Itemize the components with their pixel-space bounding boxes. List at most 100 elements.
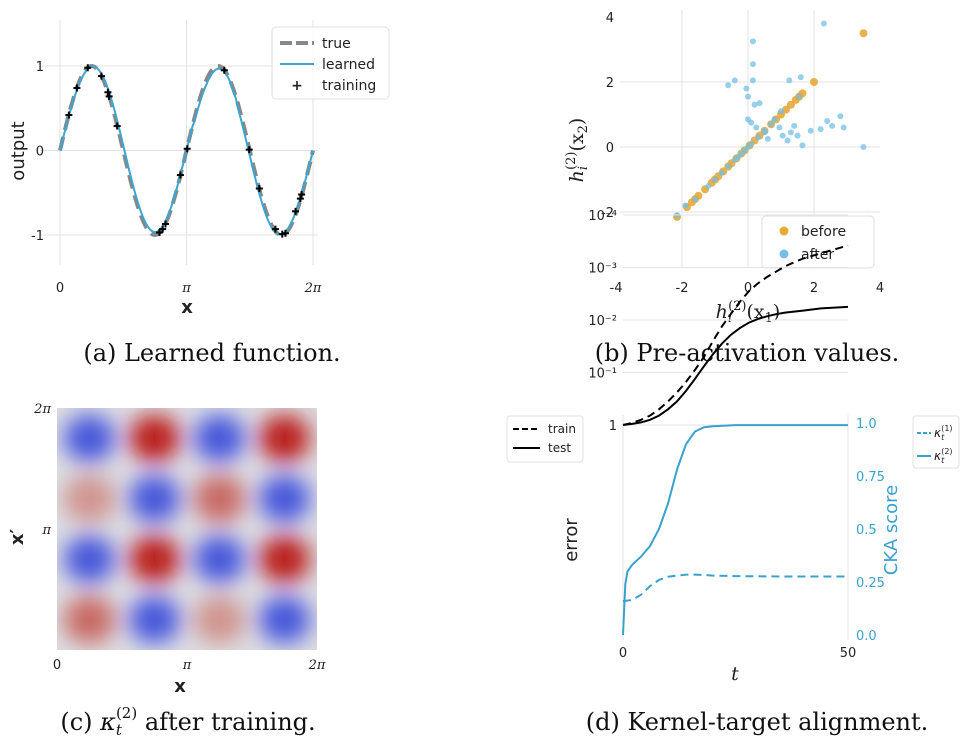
heatmap-peak bbox=[274, 550, 295, 569]
series-test-line bbox=[622, 305, 849, 426]
training-point bbox=[296, 195, 304, 203]
training-point bbox=[245, 146, 253, 154]
after-point bbox=[768, 121, 775, 128]
heatmap-trough bbox=[77, 427, 102, 450]
training-point bbox=[161, 220, 169, 228]
after-point bbox=[786, 77, 793, 84]
heatmap-trough bbox=[77, 548, 102, 571]
y-tick-label: 0 bbox=[606, 141, 614, 156]
training-point bbox=[176, 171, 184, 179]
training-point bbox=[281, 229, 289, 237]
panel-b-x-ticks: -4 -2 0 2 4 bbox=[610, 281, 885, 296]
panel-d-right-ticks: 1.0 0.75 0.5 0.25 0.0 bbox=[856, 417, 885, 644]
legend-train-label: train bbox=[548, 422, 576, 436]
before-point bbox=[786, 100, 795, 109]
x-tick-label: 0 bbox=[619, 646, 627, 661]
heatmap-trough bbox=[272, 608, 297, 631]
x-tick-label: π bbox=[182, 658, 192, 673]
panel-d-xlabel: t bbox=[731, 663, 739, 685]
heatmap-peak bbox=[274, 429, 295, 448]
training-point bbox=[65, 111, 73, 119]
after-point bbox=[829, 122, 836, 129]
y-right-tick-label: 1.0 bbox=[856, 417, 877, 432]
training-point bbox=[271, 225, 279, 233]
heatmap-trough bbox=[207, 427, 232, 450]
series-kappa2-line bbox=[622, 424, 848, 636]
after-point bbox=[837, 113, 844, 120]
training-point bbox=[292, 207, 300, 215]
after-point bbox=[778, 108, 784, 115]
legend-true-label: true bbox=[322, 36, 351, 52]
heatmap-trough bbox=[142, 608, 167, 631]
after-point bbox=[840, 124, 847, 131]
caption-a: (a) Learned function. bbox=[83, 339, 340, 367]
y-left-tick-label: 10⁻³ bbox=[588, 262, 617, 277]
y-tick-label: -1 bbox=[31, 229, 44, 244]
y-left-tick-label: 10⁻⁴ bbox=[588, 209, 617, 224]
panel-c-kernel-heatmap: 0 π 2π 2π π x x′ (c) κt(2) after training. bbox=[7, 402, 326, 739]
after-point bbox=[725, 82, 732, 89]
series-train-line bbox=[622, 244, 849, 426]
panel-a-y-ticks: 1 0 -1 bbox=[31, 60, 44, 244]
after-point bbox=[796, 93, 803, 100]
training-point bbox=[104, 88, 112, 96]
after-point bbox=[820, 20, 827, 27]
x-tick-label: 2π bbox=[304, 281, 322, 296]
x-tick-label: 2 bbox=[810, 281, 818, 296]
training-point bbox=[97, 72, 105, 80]
series-after-points bbox=[674, 20, 867, 219]
training-point bbox=[105, 92, 113, 100]
legend-training-swatch: + bbox=[291, 78, 303, 94]
y-left-tick-label: 10⁻¹ bbox=[588, 367, 617, 382]
y-tick-label: 4 bbox=[606, 11, 614, 26]
y-right-tick-label: 0.25 bbox=[856, 576, 885, 591]
y-right-tick-label: 0.75 bbox=[856, 470, 885, 485]
training-point bbox=[84, 64, 92, 72]
panel-d-ylabel-left: error bbox=[561, 518, 582, 562]
y-tick-label: 2π bbox=[33, 402, 51, 417]
training-point bbox=[220, 66, 228, 74]
after-point bbox=[771, 116, 778, 123]
y-tick-label: π bbox=[41, 523, 51, 538]
training-point bbox=[73, 84, 81, 92]
after-point bbox=[718, 170, 725, 176]
panel-c-y-ticks: 2π π bbox=[33, 402, 51, 538]
after-point bbox=[799, 142, 806, 149]
before-point bbox=[810, 78, 818, 86]
panel-a-xlabel: x bbox=[181, 297, 193, 318]
after-point bbox=[779, 132, 786, 139]
heatmap-cell bbox=[193, 474, 246, 523]
after-point bbox=[764, 135, 771, 142]
caption-c: (c) κt(2) after training. bbox=[60, 704, 315, 739]
x-tick-label: 0 bbox=[744, 281, 752, 296]
after-point bbox=[749, 77, 756, 84]
panel-a-x-ticks: 0 π 2π bbox=[56, 281, 322, 296]
legend-learned-label: learned bbox=[322, 57, 375, 73]
after-point bbox=[817, 126, 824, 133]
heatmap-cells bbox=[63, 414, 311, 644]
after-point bbox=[751, 101, 758, 108]
after-point bbox=[761, 129, 768, 136]
panel-c-x-ticks: 0 π 2π bbox=[53, 658, 326, 673]
heatmap-cell bbox=[63, 595, 116, 644]
panel-a-ylabel: output bbox=[8, 121, 29, 180]
after-point bbox=[749, 61, 756, 68]
panel-c-ylabel: x′ bbox=[7, 529, 28, 546]
x-tick-label: π bbox=[181, 281, 191, 296]
after-point bbox=[731, 77, 738, 84]
after-point bbox=[794, 132, 801, 139]
panel-d-legend-left: train test bbox=[506, 415, 584, 463]
x-tick-label: -4 bbox=[610, 281, 623, 296]
panel-b-pre-activation: -4 -2 0 2 4 420-2 hi(2)(x1) hi(2)(x2) before… bbox=[564, 10, 899, 367]
caption-d: (d) Kernel-target alignment. bbox=[586, 708, 929, 736]
legend-test-label: test bbox=[548, 441, 571, 455]
x-tick-label: 0 bbox=[53, 658, 61, 673]
panel-a-learned-function: 0 π 2π 1 0 -1 x output true learned + traini… bbox=[8, 20, 390, 367]
training-point bbox=[255, 185, 263, 193]
heatmap-trough bbox=[142, 487, 167, 510]
after-point bbox=[748, 119, 755, 126]
after-point bbox=[824, 118, 831, 124]
heatmap-peak bbox=[144, 429, 165, 448]
panel-d-left-ticks: 1 10⁻¹ 10⁻² 10⁻³ 10⁻⁴ bbox=[588, 209, 617, 434]
training-point bbox=[159, 225, 167, 233]
